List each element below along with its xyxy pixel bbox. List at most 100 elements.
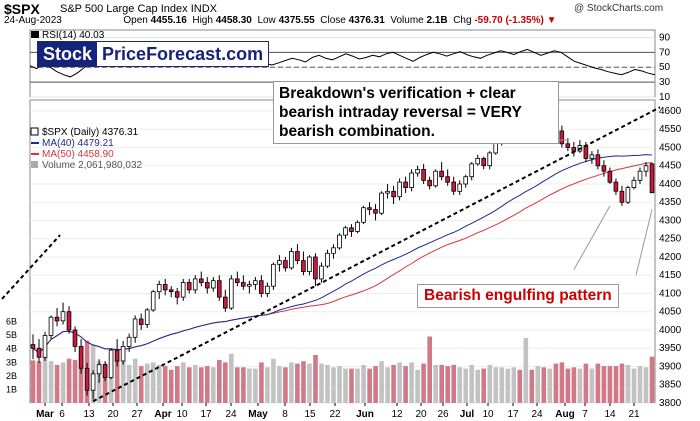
legend-label: $SPX (Daily) 4376.31 <box>42 127 139 138</box>
candle-body <box>445 176 450 183</box>
high-value: 4458.30 <box>215 15 252 26</box>
ohlc-line: 24-Aug-2023 Open 4455.16 High 4458.30 Lo… <box>4 15 557 26</box>
volume-bar <box>48 361 54 403</box>
price-tick-label: 4500 <box>659 142 682 153</box>
volume-bar <box>283 367 288 403</box>
volume-bar <box>150 362 156 403</box>
candle-body <box>222 296 228 309</box>
candle-body <box>637 170 643 181</box>
x-tick-label: May <box>248 409 268 420</box>
candle-body <box>355 221 360 232</box>
volume-bar <box>108 356 114 403</box>
candle-body <box>138 318 144 325</box>
volume-bar <box>565 368 571 403</box>
volume-bar <box>397 362 402 403</box>
rsi-legend-label: RSI(14) 40.03 <box>42 30 105 41</box>
candle-body <box>451 181 456 192</box>
volume-bar <box>439 364 444 403</box>
candle-body <box>108 349 114 378</box>
candle-body <box>36 347 42 358</box>
volume-bar <box>517 369 523 403</box>
volume-bar <box>541 367 547 403</box>
candle-body <box>613 181 619 192</box>
volume-bar <box>475 369 480 403</box>
volume-bar <box>601 366 607 403</box>
volume-bar <box>187 367 192 403</box>
volume-bar <box>415 369 420 403</box>
candle-body <box>439 170 444 178</box>
legend-label: Volume 2,061,980,032 <box>42 160 143 171</box>
candle-body <box>102 364 108 378</box>
ma40-line <box>32 154 653 354</box>
legend-label: MA(50) 4458.90 <box>42 149 114 160</box>
candle-body <box>631 179 637 189</box>
callout-engulfing: Bearish engulfing pattern <box>417 284 619 308</box>
candle-body <box>559 130 565 145</box>
candle-body <box>625 187 631 203</box>
candle-body <box>289 251 294 269</box>
candle-body <box>427 179 432 187</box>
candle-body <box>421 168 426 181</box>
candle-body <box>457 183 462 192</box>
x-tick-label: Jul <box>460 409 475 420</box>
volume-bar <box>78 353 84 403</box>
pointer-engulfing <box>635 209 653 276</box>
candle-body <box>403 181 408 189</box>
volume-bar <box>583 363 589 403</box>
candle-body <box>367 207 372 210</box>
volume-bar <box>511 367 517 403</box>
candle-body <box>174 291 180 298</box>
x-tick-label: Jun <box>356 409 374 420</box>
x-tick-label: 24 <box>225 409 237 420</box>
volume-bar <box>60 362 66 403</box>
volume-bar <box>613 366 619 403</box>
x-tick-label: 20 <box>415 409 427 420</box>
candle-body <box>601 165 607 172</box>
price-tick-label: 4000 <box>659 325 682 336</box>
volume-bar <box>193 364 198 403</box>
volume-bar <box>595 363 601 403</box>
candle-body <box>210 280 216 289</box>
x-tick-label: Mar <box>36 409 54 420</box>
candle-body <box>337 234 342 249</box>
volume-bar <box>156 364 162 403</box>
x-tick-label: 17 <box>507 409 519 420</box>
volume-bar <box>391 364 396 403</box>
price-tick-label: 4200 <box>659 252 682 263</box>
volume-bar <box>307 363 312 403</box>
volume-bar <box>427 336 432 403</box>
price-tick-label: 4450 <box>659 161 682 172</box>
x-tick-label: 17 <box>200 409 212 420</box>
price-tick-label: 4400 <box>659 179 682 190</box>
ticker-symbol: $SPX <box>4 1 40 17</box>
candle-body <box>331 247 336 254</box>
price-tick-label: 4350 <box>659 197 682 208</box>
volume-bar <box>72 359 78 403</box>
candle-body <box>162 283 168 291</box>
x-tick-label: Aug <box>555 409 574 420</box>
volume-tick-label: 4B <box>6 344 17 354</box>
pointer-engulfing-2 <box>573 205 611 270</box>
volume-bar <box>199 367 204 403</box>
candle-body <box>325 252 330 267</box>
exchange-name: INDX <box>190 3 217 15</box>
candle-body <box>373 209 378 214</box>
volume-bar <box>253 368 258 403</box>
price-tick-label: 3800 <box>659 398 682 409</box>
volume-bar <box>120 361 126 403</box>
candle-body <box>90 373 96 391</box>
price-tick-label: 4050 <box>659 307 682 318</box>
volume-bar <box>162 366 168 403</box>
candle-body <box>295 251 300 262</box>
volume-bar <box>235 367 240 403</box>
candle-body <box>319 265 324 280</box>
volume-bar <box>457 367 462 403</box>
date-label: 24-Aug-2023 <box>4 15 62 26</box>
candle-body <box>481 157 486 167</box>
volume-tick-label: 2B <box>6 371 17 381</box>
volume-bar <box>577 368 583 403</box>
candle-body <box>234 278 240 283</box>
candle-body <box>475 157 480 165</box>
candle-body <box>192 278 198 291</box>
candle-body <box>204 282 210 289</box>
